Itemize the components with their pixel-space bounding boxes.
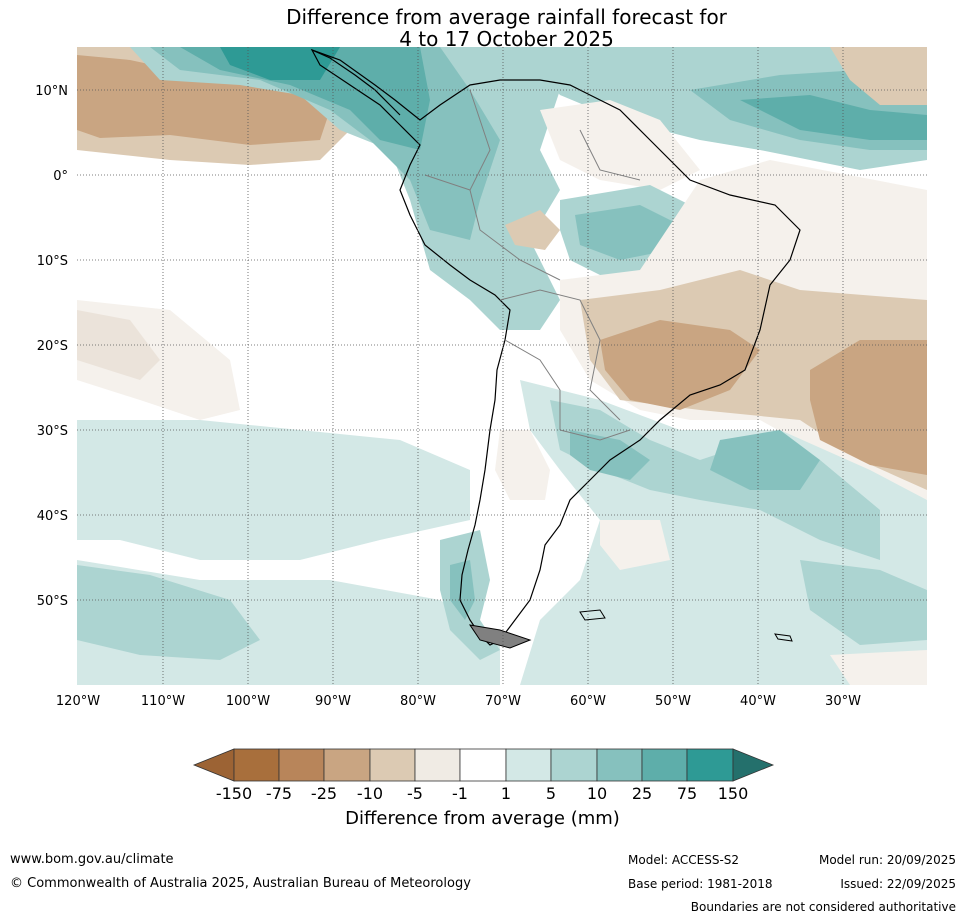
boundaries-disclaimer: Boundaries are not considered authoritat… (690, 900, 956, 914)
wet-region-northwest-peak (180, 47, 430, 150)
colorbar-swatch-above-p150 (732, 748, 775, 782)
colorbar-tick: -5 (407, 784, 423, 803)
lon-label: 120°W (56, 694, 100, 709)
map-title-line-1: Difference from average rainfall forecas… (286, 5, 727, 29)
colorbar-swatch-m75 (278, 748, 325, 782)
falkland-islands (579, 609, 606, 621)
wet-region-south-atlantic-core (710, 430, 820, 490)
colorbar-swatch-m10 (369, 748, 416, 782)
lon-label: 40°W (740, 694, 776, 709)
lon-label: 70°W (485, 694, 521, 709)
colorbar-tick: -75 (266, 784, 292, 803)
colorbar-swatch-p75 (686, 748, 734, 782)
colorbar-swatch-below-m150 (192, 748, 235, 782)
lat-label: 20°S (37, 339, 68, 354)
website-link[interactable]: www.bom.gov.au/climate (10, 852, 174, 867)
colorbar-swatch-m25 (323, 748, 371, 782)
lon-label: 50°W (655, 694, 691, 709)
colorbar-tick: 1 (501, 784, 511, 803)
dry-region-argentina (495, 430, 550, 500)
lon-label: 90°W (315, 694, 351, 709)
model-name: Model: ACCESS-S2 (628, 853, 740, 867)
wet-region-south-pacific (77, 420, 470, 560)
lon-label: 110°W (141, 694, 185, 709)
colorbar-tick: 75 (677, 784, 697, 803)
lon-label: 30°W (825, 694, 861, 709)
issued-date: Issued: 22/09/2025 (840, 877, 956, 891)
latitude-labels: 10°N 0° 10°S 20°S 30°S 40°S 50°S (35, 84, 68, 609)
colorbar-title: Difference from average (mm) (345, 808, 620, 829)
wet-region-river-plate-core (570, 430, 650, 480)
dry-region-brazil-core (600, 320, 760, 410)
longitude-labels: 120°W 110°W 100°W 90°W 80°W 70°W 60°W 50… (56, 694, 861, 709)
wet-region-caribbean-peak (220, 47, 340, 80)
wet-region-amazon-core (575, 205, 680, 260)
colorbar (192, 748, 775, 782)
colorbar-swatch-zero (459, 748, 507, 782)
lon-label: 80°W (400, 694, 436, 709)
colorbar-swatch-p5 (550, 748, 598, 782)
colorbar-swatch-p10 (596, 748, 643, 782)
south-america-coastline (310, 48, 801, 646)
map-title-line-2: 4 to 17 October 2025 (399, 27, 614, 51)
colorbar-tick: -10 (357, 784, 383, 803)
country-boundaries (424, 89, 641, 441)
dry-region-amazon-west (505, 210, 560, 250)
dry-region-south-atlantic (600, 520, 670, 570)
colorbar-tick: 10 (587, 784, 607, 803)
copyright-text: © Commonwealth of Australia 2025, Austra… (10, 876, 471, 891)
colorbar-tick: 150 (718, 784, 749, 803)
anomaly-field (77, 47, 927, 685)
colorbar-tick: -1 (452, 784, 468, 803)
colorbar-tick: 25 (632, 784, 652, 803)
lat-label: 10°N (35, 84, 68, 99)
graticule (77, 47, 927, 685)
wet-region-north-atlantic-peak (740, 95, 927, 140)
wet-region-south-pacific-core (77, 565, 260, 660)
colorbar-tick: -25 (311, 784, 337, 803)
lon-label: 60°W (570, 694, 606, 709)
model-run-date: Model run: 20/09/2025 (818, 853, 956, 867)
colorbar-swatch-m150 (233, 748, 280, 782)
lat-label: 40°S (37, 509, 68, 524)
colorbar-swatch-p1 (505, 748, 552, 782)
base-period: Base period: 1981-2018 (628, 877, 773, 891)
dry-region-southeast-pacific-mid (77, 310, 160, 380)
colorbar-tick: -150 (216, 784, 252, 803)
lat-label: 10°S (37, 254, 68, 269)
wet-region-patagonia-core (450, 560, 475, 620)
lat-label: 30°S (37, 424, 68, 439)
wet-region-river-plate (550, 400, 880, 560)
lat-label: 50°S (37, 594, 68, 609)
dry-region-south-atlantic-core (810, 340, 927, 475)
south-georgia (774, 633, 793, 642)
lat-label: 0° (53, 169, 68, 184)
lon-label: 100°W (226, 694, 270, 709)
colorbar-ticks: -150 -75 -25 -10 -5 -1 1 5 10 25 75 150 (216, 784, 748, 803)
colorbar-swatch-m5 (414, 748, 461, 782)
colorbar-swatch-p25 (641, 748, 688, 782)
central-america-coastline (311, 49, 401, 116)
dry-region-southern-ocean (830, 650, 927, 685)
dry-region-north-atlantic (830, 47, 927, 105)
dry-region-guiana (540, 100, 700, 190)
colorbar-tick: 5 (546, 784, 556, 803)
dry-region-north-pacific-core (77, 55, 330, 145)
wet-region-south-atlantic-east (800, 560, 927, 645)
tierra-del-fuego (468, 624, 532, 649)
